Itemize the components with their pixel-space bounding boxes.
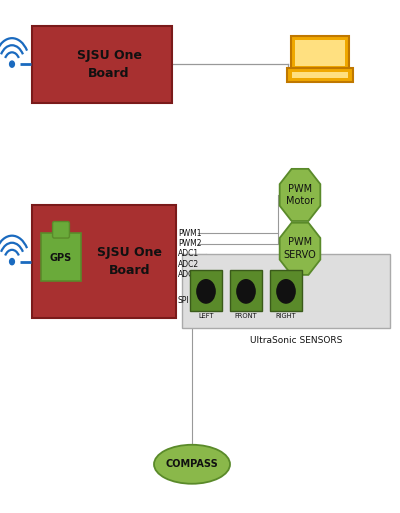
- Text: SPI: SPI: [178, 295, 190, 305]
- Text: GPS: GPS: [50, 253, 72, 263]
- Text: ADC2: ADC2: [178, 260, 199, 269]
- Polygon shape: [280, 169, 320, 221]
- Polygon shape: [280, 223, 320, 275]
- FancyBboxPatch shape: [292, 72, 348, 78]
- Ellipse shape: [154, 445, 230, 484]
- FancyBboxPatch shape: [32, 26, 172, 103]
- FancyBboxPatch shape: [230, 270, 262, 311]
- Text: COMPASS: COMPASS: [166, 459, 218, 469]
- Text: PWM
SERVO: PWM SERVO: [284, 238, 316, 260]
- Text: ADC1: ADC1: [178, 249, 199, 259]
- Text: FRONT: FRONT: [235, 313, 257, 319]
- Text: PWM1: PWM1: [178, 229, 202, 238]
- FancyBboxPatch shape: [190, 270, 222, 311]
- Circle shape: [10, 61, 14, 67]
- FancyBboxPatch shape: [291, 36, 349, 71]
- FancyBboxPatch shape: [287, 68, 353, 82]
- FancyBboxPatch shape: [52, 222, 70, 238]
- Text: SJSU One
Board: SJSU One Board: [76, 49, 142, 80]
- FancyBboxPatch shape: [41, 233, 81, 281]
- FancyBboxPatch shape: [32, 205, 176, 318]
- Text: RIGHT: RIGHT: [276, 313, 296, 319]
- Circle shape: [237, 280, 255, 303]
- Text: LEFT: LEFT: [198, 313, 214, 319]
- FancyBboxPatch shape: [270, 270, 302, 311]
- FancyBboxPatch shape: [295, 40, 345, 66]
- Text: SJSU One
Board: SJSU One Board: [98, 246, 162, 277]
- Circle shape: [277, 280, 295, 303]
- Text: PWM
Motor: PWM Motor: [286, 184, 314, 206]
- Text: ADC3: ADC3: [178, 270, 199, 279]
- FancyBboxPatch shape: [182, 254, 390, 328]
- Circle shape: [197, 280, 215, 303]
- Text: PWM2: PWM2: [178, 239, 202, 248]
- Circle shape: [10, 259, 14, 265]
- Text: UltraSonic SENSORS: UltraSonic SENSORS: [250, 336, 342, 345]
